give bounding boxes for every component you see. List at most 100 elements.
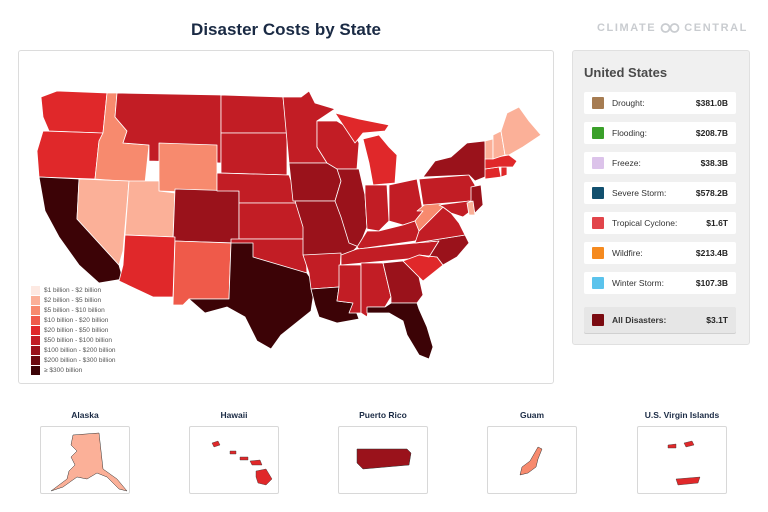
legend-swatch [31,315,40,325]
state-michigan-lower[interactable] [362,134,398,186]
state-rhode-island[interactable] [500,166,508,178]
legend-label: $5 billion - $10 billion [44,306,105,314]
territory-name: U.S. Virgin Islands [644,410,720,420]
state-florida[interactable] [366,302,434,360]
legend-row: $50 billion - $100 billion [31,335,116,345]
territory-map-box [338,426,428,494]
category-label: Severe Storm: [612,188,667,198]
legend-label: $1 billion - $2 billion [44,286,102,294]
legend-row: $2 billion - $5 billion [31,295,116,305]
state-nevada[interactable] [76,178,130,266]
category-value: $213.4B [695,248,728,258]
territory-alaska[interactable]: Alaska [35,410,135,494]
map-legend: $1 billion - $2 billion $2 billion - $5 … [31,285,116,375]
panel-title: United States [584,65,668,80]
winter-storm-swatch [592,277,604,289]
us-states-map [36,90,542,360]
category-value: $578.2B [695,188,728,198]
state-iowa[interactable] [288,162,342,202]
state-vermont[interactable] [484,138,494,160]
state-new-mexico[interactable] [172,240,232,306]
state-maryland[interactable] [438,200,472,218]
logo-infinity-icon [660,23,680,33]
logo-text-right: CENTRAL [684,22,748,34]
legend-row: ≥ $300 billion [31,365,116,375]
territory-us-virgin-islands[interactable]: U.S. Virgin Islands [632,410,732,494]
legend-row: $20 billion - $50 billion [31,325,116,335]
category-value: $208.7B [695,128,728,138]
freeze-swatch [592,157,604,169]
category-freeze[interactable]: Freeze: $38.3B [584,152,736,174]
category-label: Winter Storm: [612,278,664,288]
logo-text-left: CLIMATE [596,22,657,34]
state-washington[interactable] [40,90,108,134]
territory-map-box [637,426,727,494]
tropical-cyclone-swatch [592,217,604,229]
us-map-container: $1 billion - $2 billion $2 billion - $5 … [18,50,554,384]
territory-map-box [40,426,130,494]
territory-name: Guam [519,410,545,420]
hawaii-shape [211,440,273,486]
guam-shape [519,446,543,476]
legend-row: $10 billion - $20 billion [31,315,116,325]
category-all-disasters[interactable]: All Disasters: $3.1T [584,307,736,333]
legend-swatch [31,295,40,305]
state-north-dakota[interactable] [220,94,288,134]
category-flooding[interactable]: Flooding: $208.7B [584,122,736,144]
category-label: Drought: [612,98,645,108]
state-wyoming[interactable] [158,142,218,194]
legend-swatch [31,285,40,295]
virgin-islands-shape [667,440,701,486]
category-value: $1.6T [706,218,728,228]
state-delaware[interactable] [466,200,476,216]
state-michigan[interactable] [334,112,390,144]
category-drought[interactable]: Drought: $381.0B [584,92,736,114]
category-winter-storm[interactable]: Winter Storm: $107.3B [584,272,736,294]
legend-swatch [31,345,40,355]
state-illinois[interactable] [334,168,368,248]
page-title: Disaster Costs by State [191,20,381,39]
legend-swatch [31,365,40,375]
state-indiana[interactable] [364,184,390,232]
category-severe-storm[interactable]: Severe Storm: $578.2B [584,182,736,204]
category-wildfire[interactable]: Wildfire: $213.4B [584,242,736,264]
wildfire-swatch [592,247,604,259]
territory-map-box [487,426,577,494]
legend-swatch [31,335,40,345]
territory-guam[interactable]: Guam [482,410,582,494]
state-maine[interactable] [500,106,542,156]
category-value: $381.0B [695,98,728,108]
state-kansas[interactable] [238,202,306,240]
legend-swatch [31,355,40,365]
territory-puerto-rico[interactable]: Puerto Rico [333,410,433,494]
category-tropical-cyclone[interactable]: Tropical Cyclone: $1.6T [584,212,736,234]
category-value: $107.3B [695,278,728,288]
state-arizona[interactable] [118,234,176,298]
territory-hawaii[interactable]: Hawaii [184,410,284,494]
category-value: $38.3B [700,158,728,168]
legend-row: $100 billion - $200 billion [31,345,116,355]
flooding-swatch [592,127,604,139]
state-south-dakota[interactable] [220,132,288,176]
legend-row: $200 billion - $300 billion [31,355,116,365]
legend-swatch [31,305,40,315]
state-pennsylvania[interactable] [418,174,476,206]
legend-label: $10 billion - $20 billion [44,316,109,324]
legend-label: $20 billion - $50 billion [44,326,109,334]
legend-swatch [31,325,40,335]
territory-name: Hawaii [220,410,248,420]
all-disasters-swatch [592,314,604,326]
puerto-rico-shape [356,448,412,470]
state-new-york[interactable] [422,140,488,182]
category-label: All Disasters: [612,315,667,325]
state-texas[interactable] [188,242,316,350]
state-colorado[interactable] [172,188,240,244]
legend-row: $5 billion - $10 billion [31,305,116,315]
territory-name: Puerto Rico [359,410,407,420]
severe-storm-swatch [592,187,604,199]
climate-central-logo: CLIMATE CENTRAL [597,22,748,34]
legend-row: $1 billion - $2 billion [31,285,116,295]
state-oregon[interactable] [36,130,104,180]
category-label: Freeze: [612,158,641,168]
state-north-carolina[interactable] [414,234,470,266]
